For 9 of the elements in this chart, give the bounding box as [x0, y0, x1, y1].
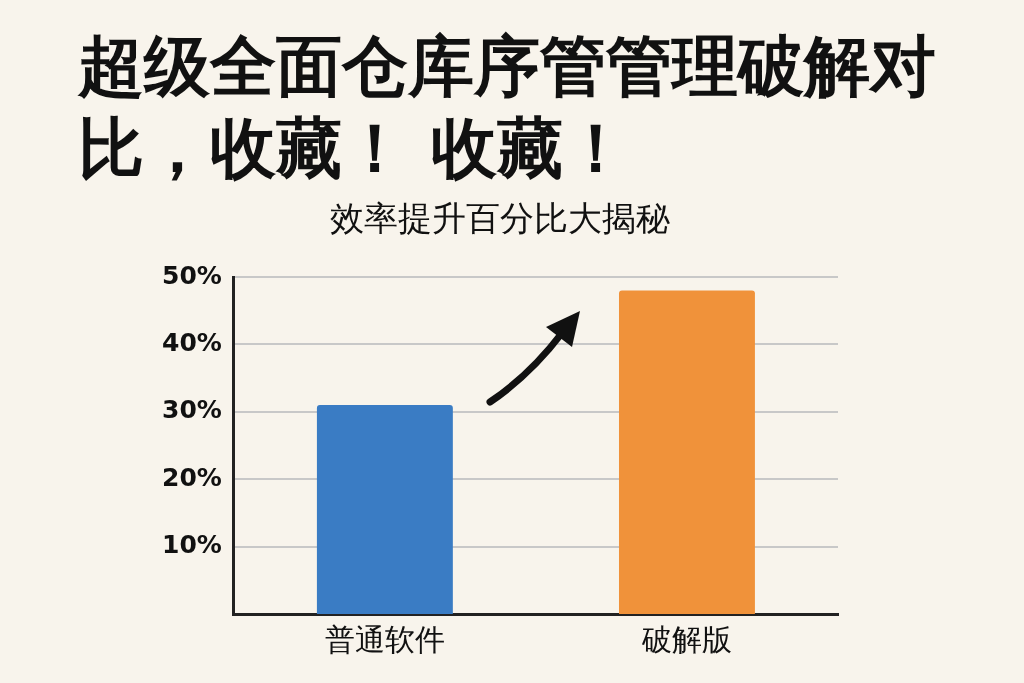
chart-title: 超级全面仓库序管管理破解对比，收藏！ 收藏！ — [78, 27, 937, 189]
y-tick-label: 10% — [162, 530, 222, 560]
y-tick-label: 50% — [162, 260, 222, 290]
chart-subtitle: 效率提升百分比大揭秘 — [329, 197, 671, 240]
x-tick-label: 普通软件 — [324, 621, 445, 657]
y-tick-label: 40% — [162, 327, 222, 357]
y-tick-label: 20% — [162, 462, 222, 492]
x-tick-label: 破解版 — [640, 621, 732, 657]
y-tick-label: 30% — [162, 395, 222, 425]
